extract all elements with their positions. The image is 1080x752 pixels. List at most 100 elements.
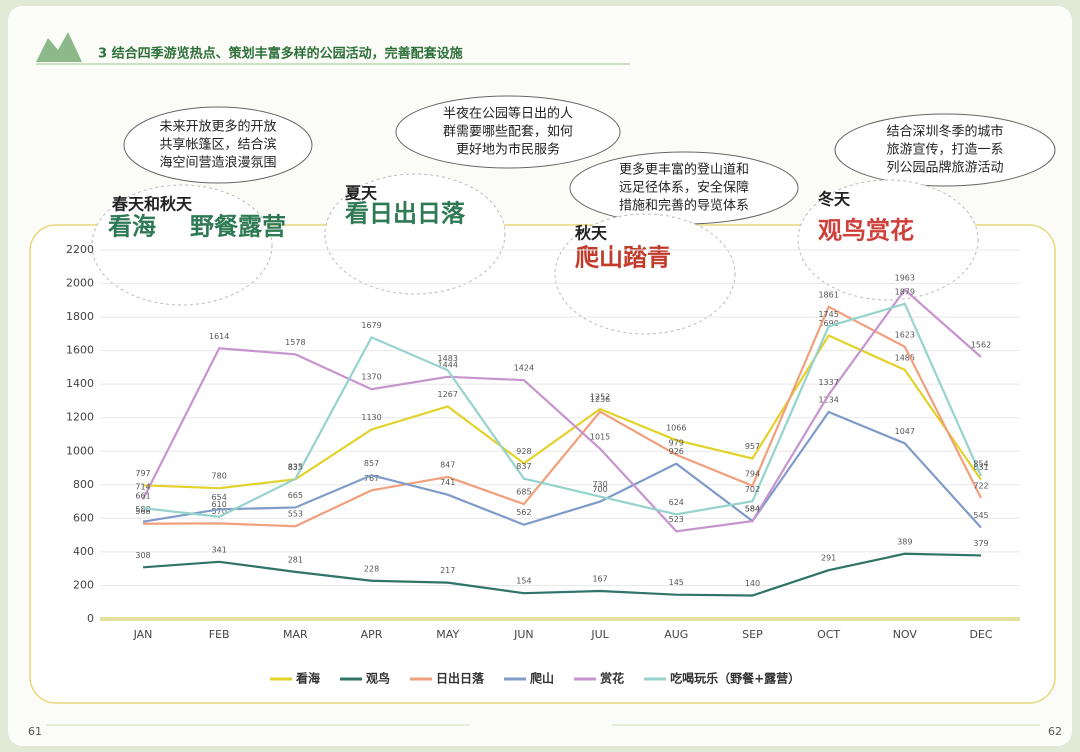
data-label: 1879 [895,287,915,296]
data-label: 1614 [209,332,229,341]
data-label: 665 [288,491,303,500]
data-label: 857 [364,459,379,468]
legend-label: 吃喝玩乐（野餐+露营） [670,671,800,686]
bubble-text: 更好地为市民服务 [456,142,560,158]
data-label: 654 [212,493,227,502]
data-label: 1745 [818,310,838,319]
activity-label: 看海 [108,212,156,241]
bubble-text: 半夜在公园等日出的人 [443,106,573,122]
activity-label: 看日出日落 [345,199,466,228]
x-tick-label: DEC [969,628,992,641]
season-label: 春天和秋天 [111,195,193,214]
series-line [142,410,982,529]
speech-bubble [395,95,621,169]
y-tick-label: 1200 [66,411,94,424]
data-label: 837 [516,462,531,471]
data-label: 926 [669,447,684,456]
x-tick-label: JUN [513,628,534,641]
legend-label: 观鸟 [366,671,390,686]
chart-frame [29,224,1056,704]
data-label: 1337 [818,378,838,387]
cloud [91,184,273,306]
data-label: 281 [288,555,303,564]
page-number: 62 [1048,725,1062,738]
y-tick-label: 400 [73,545,94,558]
speech-bubble [123,106,313,184]
data-label: 767 [364,474,379,483]
data-label: 714 [135,483,150,492]
data-label: 154 [516,577,531,586]
data-label: 797 [135,469,150,478]
data-label: 1578 [285,338,305,347]
data-label: 167 [592,574,607,583]
data-label: 1236 [590,395,610,404]
x-tick-label: MAY [436,628,459,641]
data-label: 1130 [361,413,381,422]
data-label: 570 [212,507,227,516]
data-label: 1252 [590,393,610,402]
page-number: 61 [28,725,42,738]
series-line [142,305,982,528]
data-label: 1066 [666,424,686,433]
data-label: 1370 [361,373,381,382]
y-tick-label: 0 [87,612,94,625]
x-tick-label: AUG [664,628,688,641]
data-label: 702 [745,485,760,494]
y-tick-label: 1400 [66,377,94,390]
data-label: 1015 [590,432,610,441]
data-label: 341 [212,545,227,554]
header-title: 3 结合四季游览热点、策划丰富多样的公园活动，完善配套设施 [98,46,463,62]
data-label: 1679 [361,321,381,330]
data-label: 957 [745,442,760,451]
data-label: 1690 [818,319,838,328]
y-tick-label: 1800 [66,310,94,323]
data-label: 685 [516,488,531,497]
data-label: 1963 [895,273,915,282]
bubble-text: 结合深圳冬季的城市 [886,124,1003,140]
data-label: 741 [440,478,455,487]
activity-label: 爬山踏青 [575,243,671,272]
cloud [554,213,736,335]
data-label: 835 [288,462,303,471]
x-tick-label: SEP [742,628,763,641]
speech-bubble [834,113,1056,187]
x-axis-band [100,617,1020,621]
y-tick-label: 2000 [66,277,94,290]
data-label: 928 [516,447,531,456]
data-label: 847 [440,460,455,469]
legend-label: 日出日落 [436,671,485,686]
data-label: 610 [212,500,227,509]
data-label: 1483 [438,354,458,363]
data-label: 700 [592,485,607,494]
data-label: 523 [669,515,684,524]
data-label: 1623 [895,330,915,339]
bubble-text: 更多更丰富的登山道和 [619,162,749,178]
data-label: 580 [135,505,150,514]
data-label: 833 [288,463,303,472]
season-label: 秋天 [575,224,608,243]
season-label: 冬天 [818,190,851,209]
data-label: 584 [745,505,760,514]
data-label: 1861 [818,290,838,299]
data-label: 1485 [895,353,915,362]
data-label: 217 [440,566,455,575]
bubble-text: 共享帐篷区，结合滨 [159,137,276,153]
x-tick-label: FEB [209,628,230,641]
bubble-text: 群需要哪些配套，如何 [443,124,573,140]
data-label: 562 [516,508,531,517]
data-label: 722 [973,481,988,490]
data-label: 1234 [818,396,838,405]
x-tick-label: OCT [817,628,840,641]
bubble-text: 海空间营造浪漫氛围 [159,156,276,171]
data-label: 794 [745,469,760,478]
data-label: 831 [973,463,988,472]
legend-label: 赏花 [600,671,624,686]
y-tick-label: 2200 [66,243,94,256]
bubble-text: 旅游宣传，打造一系 [886,142,1003,158]
series-line [142,334,982,490]
x-tick-label: JUL [590,628,609,641]
header-icon [36,32,82,62]
data-label: 854 [973,459,988,468]
data-label: 1444 [438,360,458,369]
data-label: 730 [592,480,607,489]
